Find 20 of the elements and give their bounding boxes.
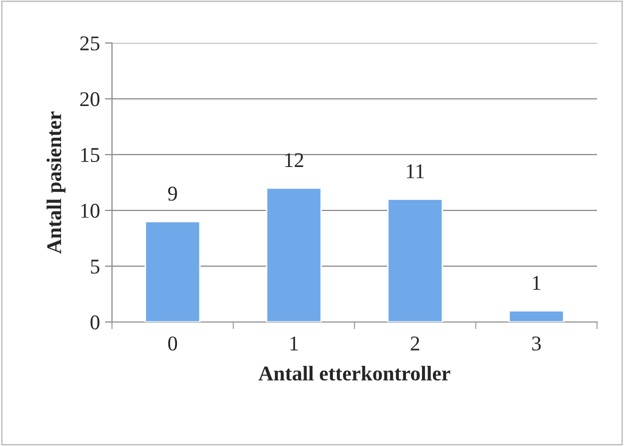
y-tick-label: 10 <box>81 204 100 218</box>
bar <box>266 187 322 322</box>
y-tick-label: 25 <box>80 36 100 50</box>
x-axis-title: Antall etterkontroller <box>258 366 450 381</box>
bar <box>508 310 564 322</box>
y-tick-label: 20 <box>80 92 100 106</box>
x-tick-label: 1 <box>290 336 298 350</box>
data-label: 12 <box>285 153 304 167</box>
x-tick-label: 2 <box>410 336 420 350</box>
bar <box>387 198 444 322</box>
y-axis-title: Antall pasienter <box>46 111 66 254</box>
data-label: 1 <box>533 276 540 290</box>
x-tick-label: 0 <box>168 336 178 351</box>
data-label: 9 <box>168 186 177 201</box>
y-tick-label: 0 <box>90 315 100 330</box>
data-label: 11 <box>406 164 424 178</box>
bar <box>144 220 201 322</box>
y-tick-label: 5 <box>90 260 100 274</box>
x-tick-label: 3 <box>532 336 541 351</box>
y-tick-label: 15 <box>81 148 100 162</box>
